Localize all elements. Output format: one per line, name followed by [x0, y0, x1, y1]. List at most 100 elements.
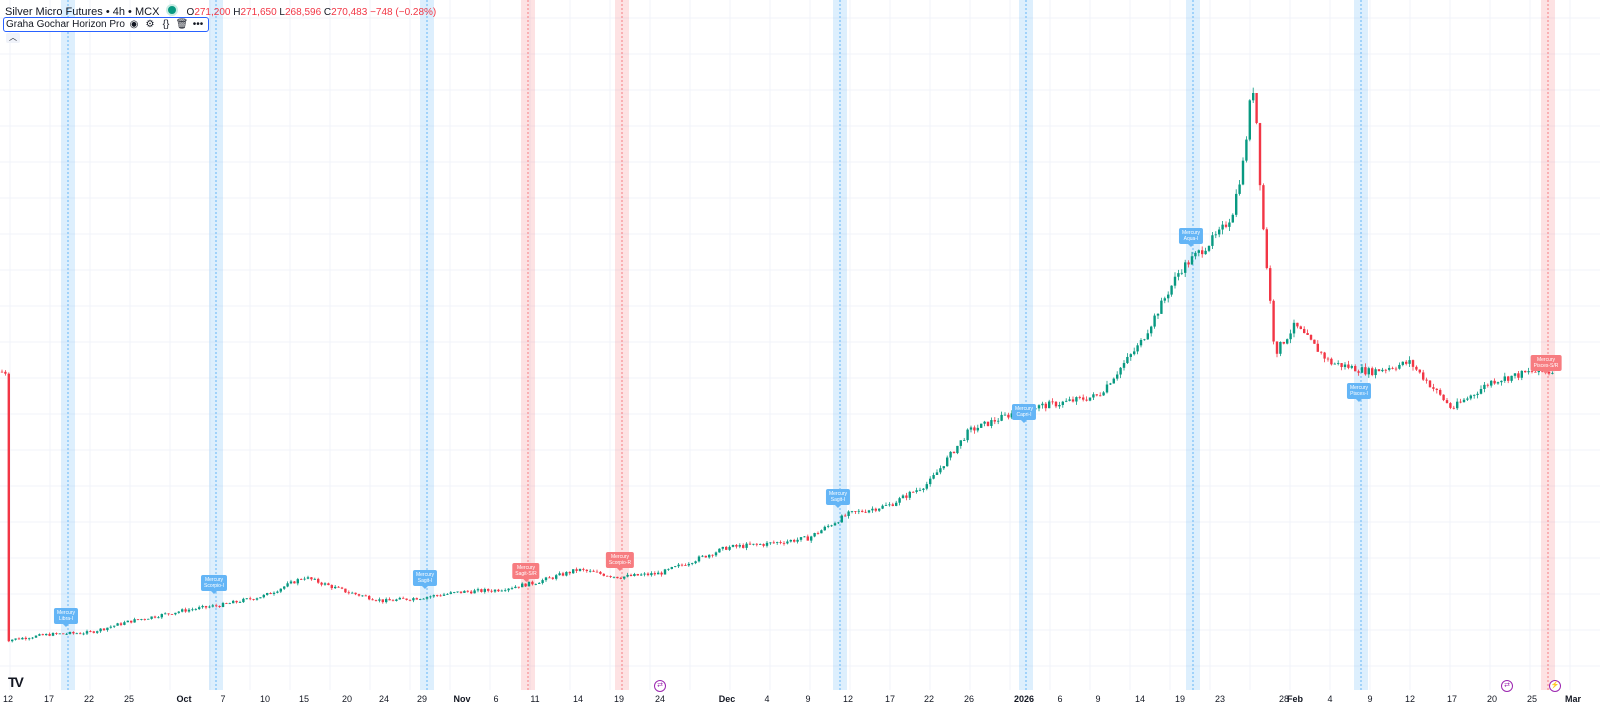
tradingview-logo-icon[interactable]: TV: [8, 674, 24, 690]
candle-body: [561, 573, 565, 576]
candle-body: [385, 599, 388, 603]
candle-body: [425, 597, 429, 599]
lightning-icon[interactable]: ⚡: [1549, 680, 1561, 692]
candle-body: [1493, 380, 1496, 384]
eye-icon[interactable]: ◉: [129, 19, 139, 30]
candle-body: [997, 420, 1000, 422]
candle-body: [796, 539, 799, 542]
symbol-legend: Silver Micro Futures • 4h • MCX O271,200…: [5, 4, 436, 18]
market-status-icon[interactable]: [166, 4, 179, 16]
indicator-name[interactable]: Graha Gochar Horizon Pro: [6, 19, 125, 30]
candle-body: [915, 490, 918, 492]
candle-body: [697, 556, 701, 562]
candle-body: [918, 489, 922, 491]
candle-body: [1337, 363, 1340, 364]
candle-body: [252, 599, 255, 600]
candle-body: [725, 546, 728, 550]
candle-body: [249, 598, 252, 600]
source-code-icon[interactable]: {}: [162, 19, 170, 30]
low-label: L: [279, 7, 285, 18]
transit-label[interactable]: Mercury Scorpio-I: [200, 575, 228, 594]
collapse-legend-button[interactable]: ︿: [6, 33, 20, 43]
candle-body: [799, 537, 803, 540]
time-axis-tick: 6: [493, 694, 499, 704]
candle-body: [514, 586, 517, 589]
candle-body: [1439, 389, 1442, 395]
candle-body: [959, 440, 962, 446]
price-chart[interactable]: [0, 0, 1600, 690]
candle-body: [1044, 403, 1047, 409]
candle-body: [164, 613, 167, 615]
candle-body: [1007, 414, 1010, 418]
candle-body: [388, 599, 391, 601]
candle-body: [1405, 361, 1408, 364]
candle-body: [255, 598, 259, 600]
candle-body: [830, 525, 833, 527]
candle-body: [742, 545, 745, 548]
candle-body: [119, 623, 123, 625]
transit-label[interactable]: Mercury Pisces-I: [1346, 383, 1372, 402]
candle-body: [1432, 387, 1435, 389]
candle-body: [1340, 363, 1343, 368]
candle-body: [748, 543, 752, 545]
candle-body: [1503, 376, 1506, 381]
candle-body: [1116, 374, 1119, 379]
candle-body: [1068, 399, 1071, 401]
candle-body: [891, 504, 894, 506]
candle-body: [79, 633, 82, 635]
candle-body: [272, 592, 276, 595]
candle-body: [1275, 341, 1279, 354]
transit-label[interactable]: Mercury Libra-I: [53, 608, 79, 627]
time-axis-tick: 12: [1404, 694, 1416, 704]
time-axis-tick: 19: [1174, 694, 1186, 704]
candle-body: [245, 598, 248, 600]
candle-body: [544, 577, 548, 581]
candle-body: [850, 511, 854, 512]
candle-body: [136, 619, 140, 621]
event-marker-icon[interactable]: ⇄: [654, 680, 666, 692]
transit-label[interactable]: Mercury Sagit-I: [412, 570, 438, 589]
candle-body: [371, 599, 374, 601]
candle-body: [228, 603, 231, 605]
candle-body: [578, 568, 582, 571]
transit-label[interactable]: Mercury Pisces-S/R: [1530, 355, 1562, 374]
candle-body: [636, 573, 639, 576]
candle-body: [993, 420, 996, 422]
time-axis-tick: 17: [884, 694, 896, 704]
candle-body: [1224, 224, 1228, 227]
transit-label[interactable]: Mercury Scorpio-R: [605, 552, 635, 571]
candle-body: [1534, 371, 1537, 373]
transit-label[interactable]: Mercury Sagit-I: [825, 489, 851, 508]
symbol-title[interactable]: Silver Micro Futures • 4h • MCX: [5, 6, 160, 18]
candle-body: [313, 578, 316, 580]
candle-body: [555, 575, 558, 579]
transit-label[interactable]: Mercury Aqua-I: [1178, 228, 1204, 247]
trash-icon[interactable]: 🗑: [175, 19, 189, 30]
time-axis-tick: 15: [298, 694, 310, 704]
candle-body: [674, 566, 677, 568]
candle-body: [956, 445, 959, 454]
candle-body: [884, 505, 888, 506]
candle-body: [191, 609, 194, 611]
indicator-legend[interactable]: Graha Gochar Horizon Pro ◉ ⚙ {} 🗑 •••: [3, 17, 209, 32]
candle-body: [41, 634, 44, 636]
candle-body: [1058, 404, 1061, 407]
candle-body: [687, 563, 690, 566]
transit-label[interactable]: Mercury Capri-I: [1011, 404, 1037, 423]
candle-body: [1483, 384, 1486, 389]
candle-body: [952, 451, 956, 454]
candle-body: [813, 533, 816, 537]
time-axis[interactable]: 12 17 22 25 Oct 7 10 15 20 24 29 Nov 6 11 14 19 24 Dec 4 9 1…: [0, 690, 1600, 718]
candle-body: [1527, 371, 1530, 373]
candle-body: [680, 564, 684, 566]
candle-body: [1190, 256, 1194, 265]
transit-label[interactable]: Mercury Sagit-S/R: [512, 563, 540, 582]
event-marker-icon[interactable]: ⇄: [1501, 680, 1513, 692]
candle-body: [1258, 123, 1262, 186]
candle-body: [1500, 380, 1503, 383]
more-icon[interactable]: •••: [192, 19, 204, 30]
candle-body: [150, 616, 153, 619]
candle-body: [660, 572, 663, 575]
settings-icon[interactable]: ⚙: [145, 19, 155, 30]
candle-body: [347, 592, 350, 594]
